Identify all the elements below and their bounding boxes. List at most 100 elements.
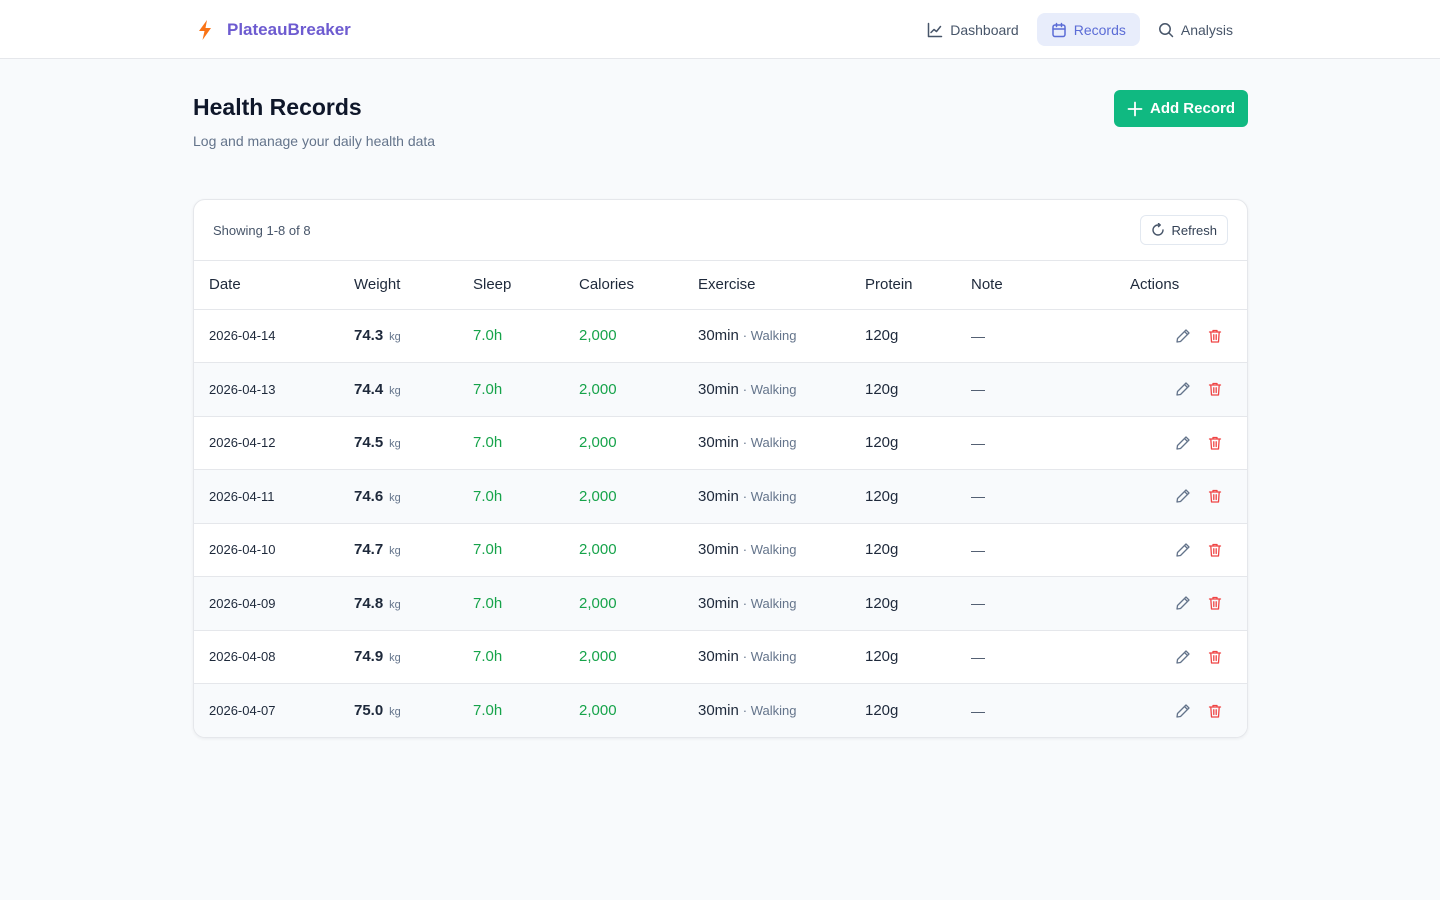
nav-records[interactable]: Records (1036, 13, 1140, 46)
edit-icon[interactable] (1175, 703, 1191, 719)
table-row[interactable]: 2026-04-09 74.8 kg 7.0h 2,000 30min · Walkin… (194, 576, 1247, 631)
col-protein[interactable]: Protein (865, 261, 971, 310)
weight-unit: kg (389, 384, 401, 397)
cell-date: 2026-04-14 (209, 328, 276, 344)
weight-value: 74.4 (354, 380, 384, 398)
cell-calories: 2,000 (579, 702, 617, 719)
table-row[interactable]: 2026-04-08 74.9 kg 7.0h 2,000 30min · Walkin… (194, 630, 1247, 684)
exercise-duration: 30min (698, 380, 739, 398)
edit-icon[interactable] (1175, 435, 1191, 451)
cell-actions (1130, 577, 1247, 631)
cell-actions (1130, 684, 1247, 738)
cell-calories: 2,000 (579, 541, 617, 559)
cell-protein: 120g (865, 594, 899, 612)
exercise-duration: 30min (698, 487, 739, 505)
edit-icon[interactable] (1175, 488, 1191, 504)
trash-icon[interactable] (1207, 435, 1223, 451)
col-note[interactable]: Note (971, 261, 1130, 310)
cell-actions (1130, 470, 1247, 524)
weight-value: 74.7 (354, 541, 384, 559)
nav-dashboard[interactable]: Dashboard (913, 13, 1033, 46)
cell-protein: 120g (865, 702, 899, 719)
exercise-duration: 30min (698, 702, 739, 719)
cell-actions (1130, 416, 1247, 470)
edit-icon[interactable] (1175, 328, 1191, 344)
cell-protein: 120g (865, 434, 899, 452)
refresh-icon (1152, 223, 1165, 236)
cell-actions (1130, 523, 1247, 577)
col-weight[interactable]: Weight (354, 261, 473, 310)
exercise-type: · Walking (742, 381, 797, 397)
weight-value: 74.6 (354, 487, 384, 505)
cell-sleep: 7.0h (473, 541, 503, 559)
cell-calories: 2,000 (579, 327, 617, 345)
cell-weight: 74.6 kg (354, 470, 473, 524)
add-record-button[interactable]: Add Record (1113, 90, 1248, 127)
trash-icon[interactable] (1207, 328, 1223, 344)
col-exercise[interactable]: Exercise (698, 261, 865, 310)
edit-icon[interactable] (1175, 381, 1191, 397)
table-row[interactable]: 2026-04-10 74.7 kg 7.0h 2,000 30min · Walkin… (194, 523, 1247, 577)
cell-protein: 120g (865, 487, 899, 505)
cell-exercise: 30min · Walking (698, 363, 865, 417)
exercise-duration: 30min (698, 594, 739, 612)
nav-analysis[interactable]: Analysis (1144, 13, 1247, 46)
cell-note: — (971, 327, 985, 344)
trash-icon[interactable] (1207, 488, 1223, 504)
weight-unit: kg (389, 545, 401, 558)
cell-note: — (971, 381, 985, 398)
table-row[interactable]: 2026-04-07 75.0 kg 7.0h 2,000 30min · Walkin… (194, 683, 1247, 738)
table-row[interactable]: 2026-04-14 74.3 kg 7.0h 2,000 30min · Walkin… (194, 309, 1247, 363)
weight-unit: kg (389, 652, 401, 665)
cell-sleep: 7.0h (473, 648, 503, 666)
cell-weight: 74.4 kg (354, 363, 473, 417)
cell-calories: 2,000 (579, 594, 617, 612)
trash-icon[interactable] (1207, 703, 1223, 719)
exercise-type: · Walking (742, 649, 797, 665)
refresh-label: Refresh (1171, 222, 1217, 238)
refresh-button[interactable]: Refresh (1140, 215, 1228, 245)
card-toolbar: Showing 1-8 of 8 Refresh (194, 200, 1247, 261)
exercise-duration: 30min (698, 648, 739, 666)
search-icon (1158, 22, 1174, 37)
edit-icon[interactable] (1175, 542, 1191, 558)
table-row[interactable]: 2026-04-11 74.6 kg 7.0h 2,000 30min · Walkin… (194, 469, 1247, 524)
cell-note: — (971, 648, 985, 665)
calendar-icon (1051, 22, 1066, 37)
cell-note: — (971, 434, 985, 451)
cell-date: 2026-04-12 (209, 435, 276, 451)
cell-calories: 2,000 (579, 648, 617, 666)
exercise-duration: 30min (698, 541, 739, 559)
col-sleep[interactable]: Sleep (473, 261, 579, 310)
records-card: Showing 1-8 of 8 Refresh Date Weight Sle… (193, 199, 1248, 738)
cell-sleep: 7.0h (473, 380, 503, 398)
trash-icon[interactable] (1207, 542, 1223, 558)
col-actions: Actions (1130, 261, 1247, 310)
cell-calories: 2,000 (579, 380, 617, 398)
col-calories[interactable]: Calories (579, 261, 698, 310)
table-row[interactable]: 2026-04-13 74.4 kg 7.0h 2,000 30min · Walkin… (194, 362, 1247, 417)
table-header-row: Date Weight Sleep Calories Exercise Prot… (194, 261, 1247, 310)
edit-icon[interactable] (1175, 595, 1191, 611)
exercise-type: · Walking (742, 542, 797, 558)
plus-icon (1127, 101, 1143, 116)
trash-icon[interactable] (1207, 595, 1223, 611)
col-date[interactable]: Date (194, 261, 354, 310)
weight-unit: kg (389, 331, 401, 344)
cell-weight: 74.7 kg (354, 523, 473, 577)
trash-icon[interactable] (1207, 649, 1223, 665)
top-navbar: PlateauBreaker Dashboard Records Analysi… (0, 0, 1440, 59)
cell-date: 2026-04-11 (209, 488, 275, 504)
cell-exercise: 30min · Walking (698, 577, 865, 631)
nav-dashboard-label: Dashboard (950, 21, 1019, 38)
cell-calories: 2,000 (579, 434, 617, 452)
brand[interactable]: PlateauBreaker (193, 0, 351, 59)
exercise-type: · Walking (742, 488, 797, 504)
cell-exercise: 30min · Walking (698, 470, 865, 524)
table-row[interactable]: 2026-04-12 74.5 kg 7.0h 2,000 30min · Walkin… (194, 416, 1247, 470)
cell-exercise: 30min · Walking (698, 684, 865, 738)
cell-exercise: 30min · Walking (698, 523, 865, 577)
edit-icon[interactable] (1175, 649, 1191, 665)
trash-icon[interactable] (1207, 381, 1223, 397)
cell-weight: 74.9 kg (354, 630, 473, 684)
